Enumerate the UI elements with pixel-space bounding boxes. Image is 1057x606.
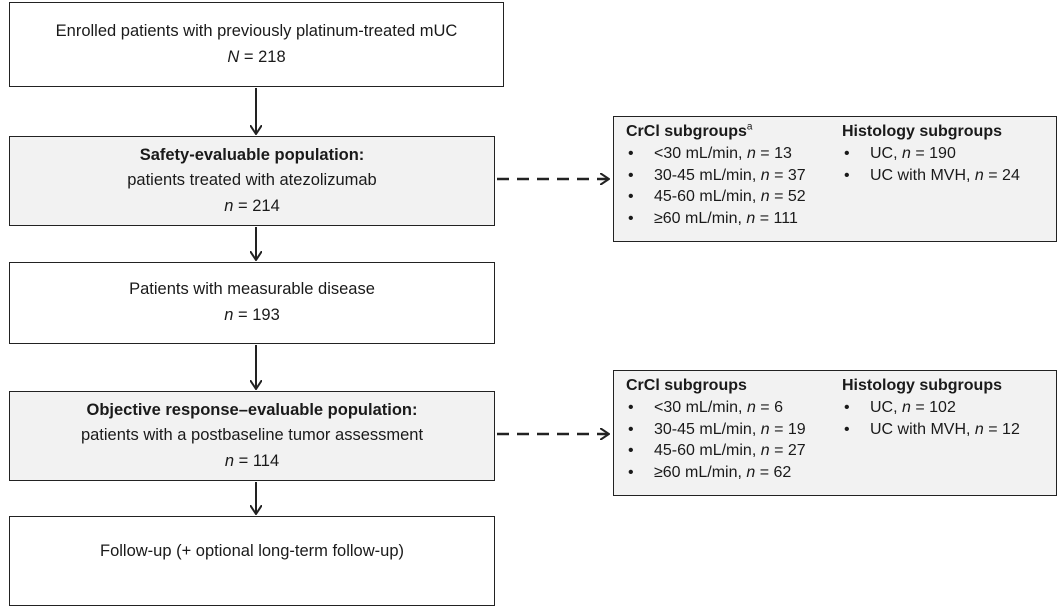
- enrolled-patients-box: Enrolled patients with previously platin…: [9, 2, 504, 87]
- objective-response-count: n = 114: [224, 451, 280, 470]
- measurable-disease-count: n = 193: [224, 306, 280, 324]
- crcl-subgroup-item: 45-60 mL/min, n = 52: [626, 186, 806, 208]
- enrolled-patients-label: Enrolled patients with previously platin…: [55, 21, 458, 40]
- crcl-subgroup-item: ≥60 mL/min, n = 62: [626, 462, 806, 484]
- histology-subgroup-item: UC with MVH, n = 12: [842, 419, 1020, 441]
- safety-subgroups-panel: CrCl subgroupsa <30 mL/min, n = 1330-45 …: [613, 116, 1057, 242]
- safety-evaluable-title: Safety-evaluable population:: [139, 145, 365, 164]
- crcl-subgroup-item: <30 mL/min, n = 6: [626, 397, 806, 419]
- crcl-subgroup-item: <30 mL/min, n = 13: [626, 143, 806, 165]
- enrolled-patients-count: N = 218: [227, 47, 286, 66]
- objective-response-title: Objective response–evaluable population:: [86, 400, 418, 419]
- histology-subgroups-column: Histology subgroups UC, n = 190UC with M…: [842, 121, 1020, 186]
- footnote-marker: a: [746, 121, 753, 133]
- crcl-subgroup-item: 45-60 mL/min, n = 27: [626, 440, 806, 462]
- crcl-subgroups-column: CrCl subgroups <30 mL/min, n = 630-45 mL…: [626, 375, 806, 484]
- crcl-subgroup-item: 30-45 mL/min, n = 37: [626, 165, 806, 187]
- follow-up-box: Follow-up (+ optional long-term follow-u…: [9, 516, 495, 606]
- objective-response-box: Objective response–evaluable population:…: [9, 391, 495, 481]
- measurable-disease-label: Patients with measurable disease: [129, 280, 375, 299]
- histology-subgroups-heading: Histology subgroups: [842, 377, 1002, 394]
- histology-subgroup-item: UC with MVH, n = 24: [842, 165, 1020, 187]
- objective-response-description: patients with a postbaseline tumor asses…: [80, 426, 424, 445]
- histology-subgroups-column: Histology subgroups UC, n = 102UC with M…: [842, 375, 1020, 440]
- crcl-subgroup-item: 30-45 mL/min, n = 19: [626, 419, 806, 441]
- crcl-subgroup-item: ≥60 mL/min, n = 111: [626, 208, 806, 230]
- objective-subgroups-panel: CrCl subgroups <30 mL/min, n = 630-45 mL…: [613, 370, 1057, 496]
- crcl-subgroups-column: CrCl subgroupsa <30 mL/min, n = 1330-45 …: [626, 121, 806, 230]
- safety-evaluable-box: Safety-evaluable population: patients tr…: [9, 136, 495, 226]
- follow-up-label: Follow-up (+ optional long-term follow-u…: [99, 542, 404, 561]
- histology-subgroup-item: UC, n = 102: [842, 397, 1020, 419]
- crcl-subgroups-heading: CrCl subgroups: [626, 377, 747, 394]
- measurable-disease-box: Patients with measurable disease n = 193: [9, 262, 495, 344]
- histology-subgroups-heading: Histology subgroups: [842, 123, 1002, 140]
- safety-evaluable-description: patients treated with atezolizumab: [127, 171, 377, 190]
- histology-subgroup-item: UC, n = 190: [842, 143, 1020, 165]
- safety-evaluable-count: n = 214: [224, 196, 280, 215]
- crcl-subgroups-heading: CrCl subgroupsa: [626, 121, 753, 140]
